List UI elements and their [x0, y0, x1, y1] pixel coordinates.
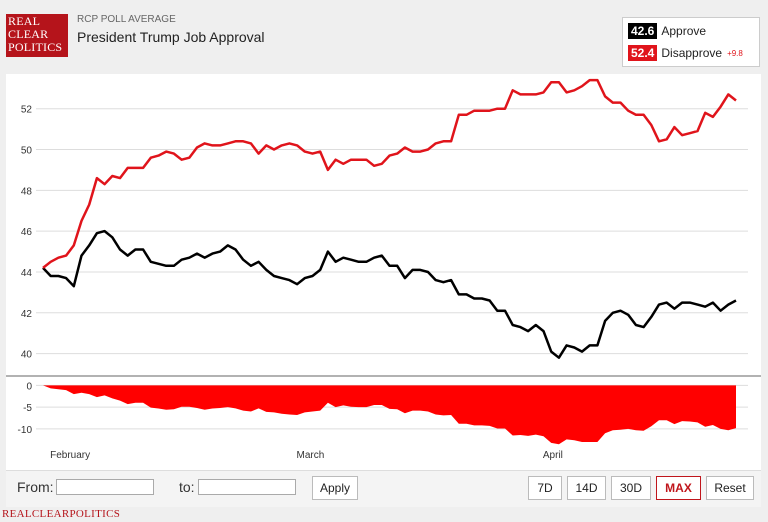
disapprove-change: +9.8 — [727, 48, 743, 58]
from-date-input[interactable] — [56, 479, 154, 495]
chart-area[interactable]: 40 42 44 46 48 50 52 0 -5 -10 February March April — [6, 74, 761, 470]
chart-svg[interactable]: 40 42 44 46 48 50 52 0 -5 -10 February March April — [6, 74, 761, 470]
series-line-disapprove — [42, 78, 737, 269]
disapprove-label: Disapprove — [661, 46, 723, 60]
controls-bar: From: to: Apply 7D 14D 30D MAX Reset — [6, 470, 761, 507]
logo-line-2: CLEAR — [8, 27, 49, 41]
logo-line-1: REAL — [8, 14, 41, 28]
chart-subtitle: RCP POLL AVERAGE — [77, 14, 176, 25]
range-14d-button[interactable]: 14D — [567, 476, 606, 500]
spread-area — [43, 385, 736, 445]
disapprove-value: 52.4 — [628, 45, 658, 61]
y-tick-label: 50 — [21, 146, 33, 157]
x-tick-label: April — [543, 450, 563, 461]
legend-disapprove: 52.4 Disapprove +9.8 — [628, 45, 743, 61]
range-max-button[interactable]: MAX — [656, 476, 701, 500]
series-line-approve — [42, 229, 737, 359]
spread-tick-label: 0 — [26, 381, 32, 392]
chart-title: President Trump Job Approval — [77, 29, 265, 45]
approve-value: 42.6 — [628, 23, 658, 39]
to-date-input[interactable] — [198, 479, 296, 495]
rcp-logo: REAL CLEAR POLITICS — [6, 14, 68, 57]
to-label: to: — [179, 479, 195, 495]
x-tick-label: March — [297, 450, 325, 461]
y-tick-label: 40 — [21, 350, 33, 361]
approve-label: Approve — [661, 24, 707, 38]
x-tick-label: February — [50, 450, 90, 461]
spread-tick-label: -10 — [18, 425, 33, 436]
range-30d-button[interactable]: 30D — [611, 476, 651, 500]
legend-approve: 42.6 Approve — [628, 23, 706, 39]
y-tick-label: 52 — [21, 105, 33, 116]
y-tick-label: 44 — [21, 268, 33, 279]
from-label: From: — [17, 479, 54, 495]
y-tick-label: 46 — [21, 227, 33, 238]
footer-brand: REALCLEARPOLITICS — [2, 508, 121, 520]
spread-tick-label: -5 — [23, 403, 32, 414]
apply-button[interactable]: Apply — [312, 476, 358, 500]
reset-button[interactable]: Reset — [706, 476, 754, 500]
logo-line-3: POLITICS — [8, 40, 63, 54]
range-7d-button[interactable]: 7D — [528, 476, 562, 500]
y-tick-label: 48 — [21, 186, 33, 197]
legend: 42.6 Approve 52.4 Disapprove +9.8 — [622, 17, 760, 67]
y-tick-label: 42 — [21, 309, 33, 320]
